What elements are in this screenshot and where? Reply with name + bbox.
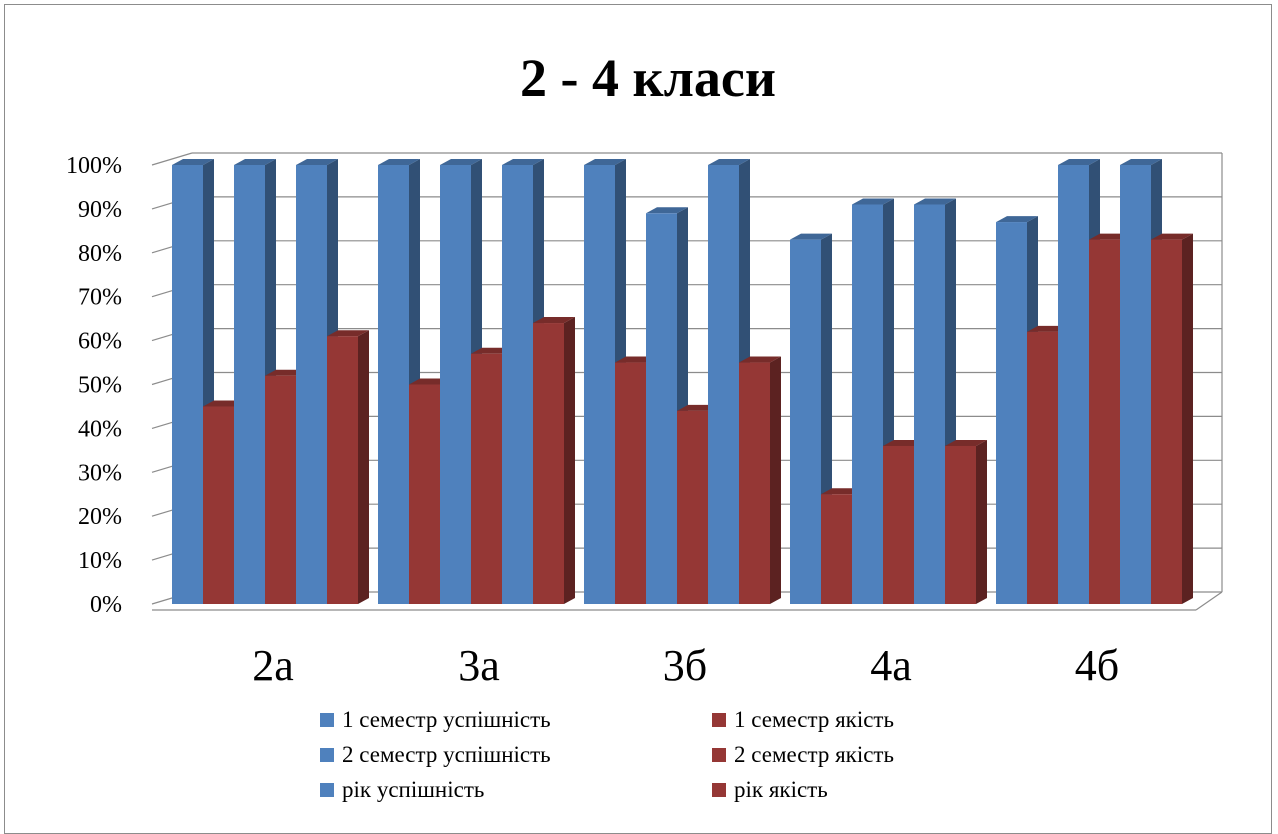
y-axis-ticks: 0% 10% 20% 30% 40% 50% 60% 70% 80% 90% 100% (66, 153, 122, 618)
legend: 1 семестр успішність 1 семестр якість 2 се… (320, 707, 894, 802)
x-tick-label: 2а (252, 641, 294, 690)
legend-swatch (712, 713, 726, 727)
y-tick-label: 20% (78, 504, 122, 530)
x-tick-label: 3а (458, 641, 500, 690)
legend-label: рік якість (734, 777, 828, 802)
y-tick-label: 60% (78, 329, 122, 355)
bar (1151, 233, 1193, 604)
bar (327, 330, 369, 604)
bar (739, 356, 781, 604)
legend-swatch (320, 748, 334, 762)
y-tick-label: 50% (78, 373, 122, 399)
bar (646, 207, 688, 605)
bars (172, 159, 1193, 605)
y-tick-label: 40% (78, 416, 122, 442)
y-tick-label: 30% (78, 460, 122, 486)
chart-title: 2 - 4 класи (520, 48, 776, 108)
y-tick-label: 70% (78, 285, 122, 311)
bar (533, 317, 575, 604)
legend-item: 1 семестр якість (712, 707, 894, 732)
y-tick-label: 100% (66, 153, 122, 179)
x-tick-label: 3б (663, 641, 707, 690)
bar (945, 439, 987, 604)
legend-swatch (712, 748, 726, 762)
legend-label: 2 семестр успішність (342, 742, 551, 767)
legend-item: 2 семестр успішність (320, 742, 551, 767)
y-tick-label: 90% (78, 197, 122, 223)
x-axis-ticks: 2а 3а 3б 4а 4б (252, 641, 1119, 690)
x-tick-label: 4а (870, 641, 912, 690)
legend-label: 1 семестр успішність (342, 707, 551, 732)
floor-edge (1195, 591, 1223, 611)
gridline-side (151, 152, 193, 166)
legend-item: 1 семестр успішність (320, 707, 551, 732)
legend-item: 2 семестр якість (712, 742, 894, 767)
x-tick-label: 4б (1075, 641, 1119, 690)
legend-item: рік успішність (320, 777, 484, 802)
legend-label: рік успішність (342, 777, 484, 802)
y-tick-label: 80% (78, 241, 122, 267)
legend-item: рік якість (712, 777, 828, 802)
legend-label: 2 семестр якість (734, 742, 894, 767)
legend-swatch (320, 713, 334, 727)
y-tick-label: 0% (90, 592, 122, 618)
legend-swatch (712, 783, 726, 797)
legend-label: 1 семестр якість (734, 707, 894, 732)
legend-swatch (320, 783, 334, 797)
y-tick-label: 10% (78, 548, 122, 574)
